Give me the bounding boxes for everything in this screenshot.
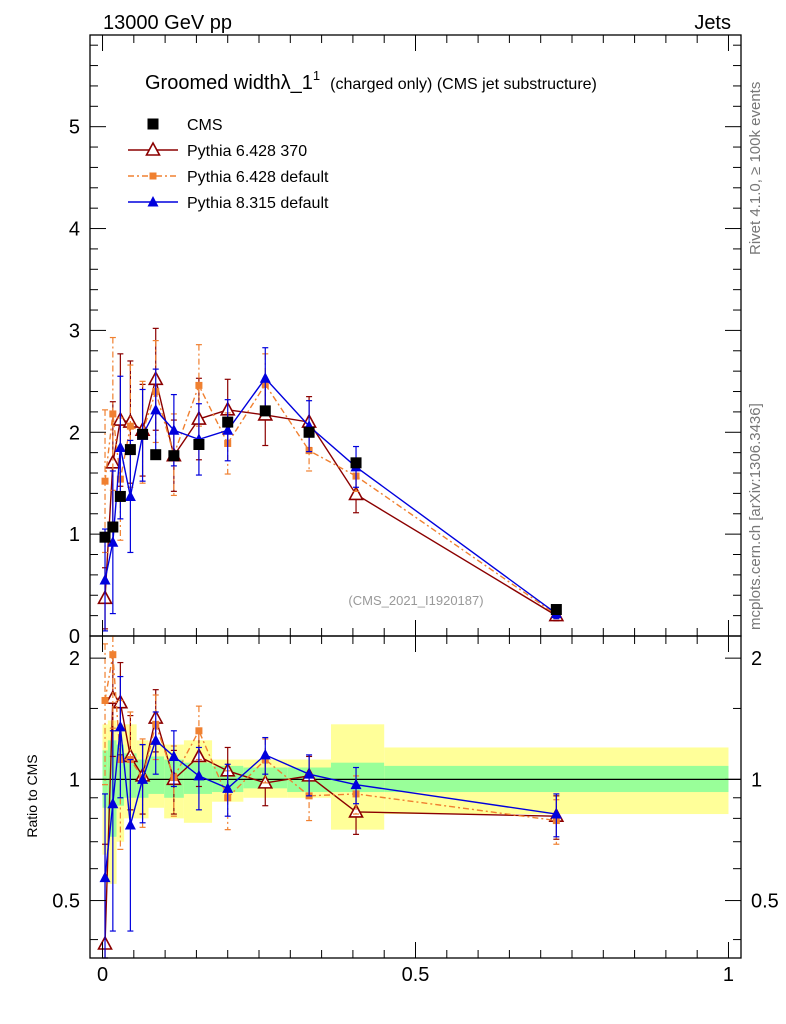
ratio-point-p8 — [550, 808, 562, 819]
ratio-point-p8 — [114, 720, 126, 732]
main-point-p6_default — [109, 410, 117, 418]
chart-title-sub: (charged only) (CMS jet substructure) — [330, 76, 597, 93]
legend-marker-cms — [147, 118, 159, 130]
ratio-ytick-label: 0.5 — [52, 891, 80, 913]
ratio-point-p8 — [168, 750, 180, 761]
ratio-point-p6_default — [109, 651, 117, 659]
main-panel: 0 1 2 3 4 5 — [69, 34, 742, 648]
ratio-point-p8 — [99, 871, 111, 883]
side-label-top: Rivet 4.1.0, ≥ 100k events — [747, 82, 764, 255]
main-point-cms — [124, 444, 136, 456]
ratio-point-p8 — [124, 819, 136, 830]
ratio-point-p8 — [350, 778, 362, 790]
ratio-band-inner — [107, 740, 117, 837]
ratio-ylabel: Ratio to CMS — [24, 754, 40, 837]
ratio-point-p8 — [150, 734, 162, 745]
main-point-p8 — [124, 490, 136, 501]
legend-marker-p8 — [147, 196, 159, 207]
main-point-p6_default — [126, 422, 134, 430]
main-line-p6_370 — [104, 379, 557, 617]
ratio-point-p8 — [303, 768, 315, 779]
main-point-cms — [550, 604, 562, 616]
legend-label-p6_default: Pythia 6.428 default — [187, 169, 329, 186]
main-point-p8 — [114, 441, 126, 453]
main-point-p8 — [150, 403, 162, 415]
ratio-panel: 0.5 0.5 1 1 2 2 0 0.5 1 — [52, 635, 779, 986]
ratio-ytick-label-right: 1 — [751, 769, 762, 791]
main-point-cms — [137, 428, 149, 440]
legend-label-p6_370: Pythia 6.428 370 — [187, 143, 307, 160]
main-point-cms — [99, 531, 111, 543]
main-ytick-label: 1 — [69, 524, 80, 546]
ratio-line-p6_370 — [104, 697, 557, 945]
ratio-point-p6_370 — [348, 803, 364, 818]
main-ytick-label: 4 — [69, 219, 80, 241]
legend: CMS Pythia 6.428 370 Pythia 6.428 default P… — [128, 117, 329, 212]
main-point-cms — [259, 405, 271, 417]
header-right: Jets — [694, 12, 731, 34]
main-point-cms — [303, 426, 315, 438]
main-point-cms — [114, 490, 126, 502]
ratio-point-p6_default — [195, 727, 203, 735]
main-point-cms — [107, 521, 119, 533]
main-ytick-label: 5 — [69, 117, 80, 139]
header-left: 13000 GeV pp — [103, 12, 232, 34]
ratio-point-p8 — [259, 748, 271, 760]
main-ytick-label: 3 — [69, 320, 80, 342]
ratio-ytick-label-right: 0.5 — [751, 891, 779, 913]
main-point-p8 — [222, 424, 234, 435]
legend-marker-p6_default — [149, 172, 157, 180]
main-point-cms — [222, 416, 234, 428]
ratio-xtick-label: 0 — [97, 964, 108, 986]
main-point-p6_default — [195, 381, 203, 389]
chart-title-main: Groomed widthλ_1 — [145, 72, 313, 94]
watermark: (CMS_2021_I1920187) — [348, 593, 483, 608]
main-point-cms — [193, 438, 205, 450]
chart-title-sup: 1 — [313, 68, 320, 83]
ratio-point-p8 — [193, 769, 205, 781]
main-line-p6_default — [104, 383, 557, 616]
main-ytick-label: 2 — [69, 422, 80, 444]
ratio-ytick-label: 2 — [69, 648, 80, 670]
main-point-p6_default — [101, 477, 109, 485]
legend-label-p8: Pythia 8.315 default — [187, 195, 329, 212]
main-point-p8 — [99, 573, 111, 585]
ratio-ytick-label-right: 2 — [751, 648, 762, 670]
chart-title: Groomed widthλ_11 (charged only) (CMS jet… — [145, 68, 597, 94]
ratio-xtick-label: 1 — [723, 964, 734, 986]
legend-label-cms: CMS — [187, 117, 223, 134]
main-point-p8 — [107, 536, 119, 547]
side-label-bottom: mcplots.cern.ch [arXiv:1306.3436] — [747, 403, 764, 630]
main-ytick-label: 0 — [69, 626, 80, 648]
main-point-cms — [168, 450, 180, 462]
ratio-frame — [89, 635, 742, 959]
ratio-xtick-label: 0.5 — [402, 964, 430, 986]
ratio-point-p8 — [222, 782, 234, 793]
main-point-p8 — [259, 372, 271, 383]
ratio-band-inner — [148, 756, 165, 794]
main-point-p6_370 — [348, 485, 364, 501]
main-point-p8 — [168, 424, 180, 435]
ratio-point-p8 — [107, 797, 119, 809]
legend-marker-p6_370 — [145, 141, 161, 156]
main-point-cms — [150, 449, 162, 461]
ratio-point-p8 — [137, 773, 149, 784]
main-point-cms — [350, 457, 362, 469]
ratio-ytick-label: 1 — [69, 769, 80, 791]
ratio-point-p6_default — [101, 696, 109, 704]
